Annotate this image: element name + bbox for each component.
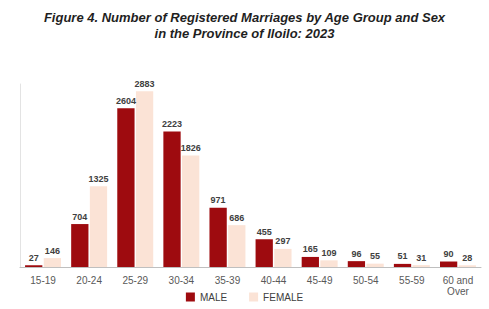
svg-text:MALE: MALE xyxy=(200,292,228,303)
svg-text:109: 109 xyxy=(321,248,336,258)
svg-text:297: 297 xyxy=(275,236,290,246)
svg-text:45-49: 45-49 xyxy=(307,275,333,286)
svg-text:146: 146 xyxy=(45,246,60,256)
svg-text:30-34: 30-34 xyxy=(169,275,195,286)
svg-text:55-59: 55-59 xyxy=(399,275,425,286)
svg-text:51: 51 xyxy=(398,251,408,261)
svg-text:15-19: 15-19 xyxy=(30,275,56,286)
svg-text:Figure 4. Number of Registered: Figure 4. Number of Registered Marriages… xyxy=(44,10,446,25)
svg-text:55: 55 xyxy=(370,251,380,261)
svg-text:1325: 1325 xyxy=(88,174,108,184)
svg-text:96: 96 xyxy=(351,249,361,259)
svg-text:2223: 2223 xyxy=(162,119,182,129)
svg-text:455: 455 xyxy=(257,227,272,237)
svg-text:in the Province of Iloilo: 202: in the Province of Iloilo: 2023 xyxy=(155,26,336,41)
svg-text:31: 31 xyxy=(416,253,426,263)
svg-text:971: 971 xyxy=(211,195,226,205)
svg-text:Over: Over xyxy=(447,286,469,297)
svg-text:165: 165 xyxy=(303,244,318,254)
svg-text:25-29: 25-29 xyxy=(122,275,148,286)
svg-text:1826: 1826 xyxy=(181,143,201,153)
svg-text:90: 90 xyxy=(444,249,454,259)
svg-text:27: 27 xyxy=(29,253,39,263)
svg-text:28: 28 xyxy=(462,253,472,263)
svg-text:40-44: 40-44 xyxy=(261,275,287,286)
svg-text:2604: 2604 xyxy=(116,96,136,106)
svg-text:686: 686 xyxy=(229,213,244,223)
svg-text:704: 704 xyxy=(72,212,87,222)
svg-text:FEMALE: FEMALE xyxy=(263,292,303,303)
svg-text:35-39: 35-39 xyxy=(215,275,241,286)
svg-text:20-24: 20-24 xyxy=(76,275,102,286)
svg-text:50-54: 50-54 xyxy=(353,275,379,286)
svg-text:2883: 2883 xyxy=(135,79,155,89)
svg-text:60 and: 60 and xyxy=(443,275,474,286)
